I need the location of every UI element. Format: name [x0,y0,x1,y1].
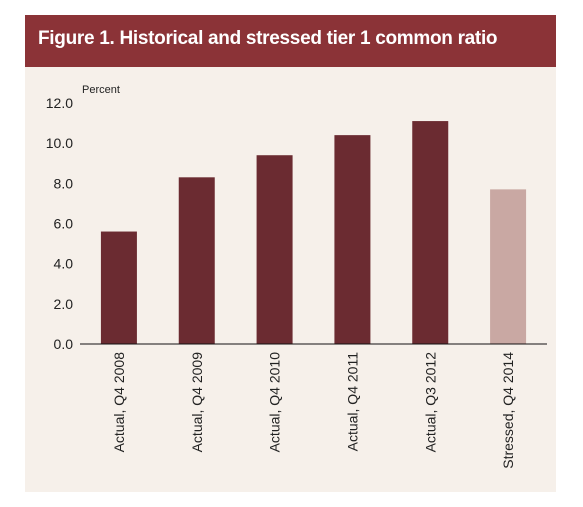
x-tick-label: Actual, Q3 2012 [422,352,438,453]
y-tick-label: 4.0 [54,256,74,272]
bars [100,121,527,344]
bar [256,155,293,344]
y-tick-label: 8.0 [54,175,74,191]
x-tick-label: Actual, Q4 2011 [344,352,360,452]
x-tick-label: Actual, Q4 2009 [189,352,205,453]
y-tick-label: 2.0 [54,296,74,312]
y-tick-label: 0.0 [54,336,74,352]
figure-title: Figure 1. Historical and stressed tier 1… [38,28,498,49]
bar [334,135,371,344]
x-tick-label: Stressed, Q4 2014 [500,352,516,469]
y-axis: 0.0 2.0 4.0 6.0 8.0 10.0 12.0 [46,95,73,352]
x-axis: Actual, Q4 2008 Actual, Q4 2009 Actual, Q4… [80,343,547,469]
y-axis-label: Percent [82,84,120,96]
x-tick-label: Actual, Q4 2008 [111,352,127,453]
figure-title-bar: Figure 1. Historical and stressed tier 1… [25,15,556,67]
x-tick-label: Actual, Q4 2010 [267,352,283,453]
bar [100,231,137,344]
bar [412,121,449,344]
y-tick-label: 12.0 [46,95,73,111]
y-tick-label: 10.0 [46,135,73,151]
y-tick-label: 6.0 [54,216,74,232]
bar [178,177,215,344]
bar [490,189,527,344]
